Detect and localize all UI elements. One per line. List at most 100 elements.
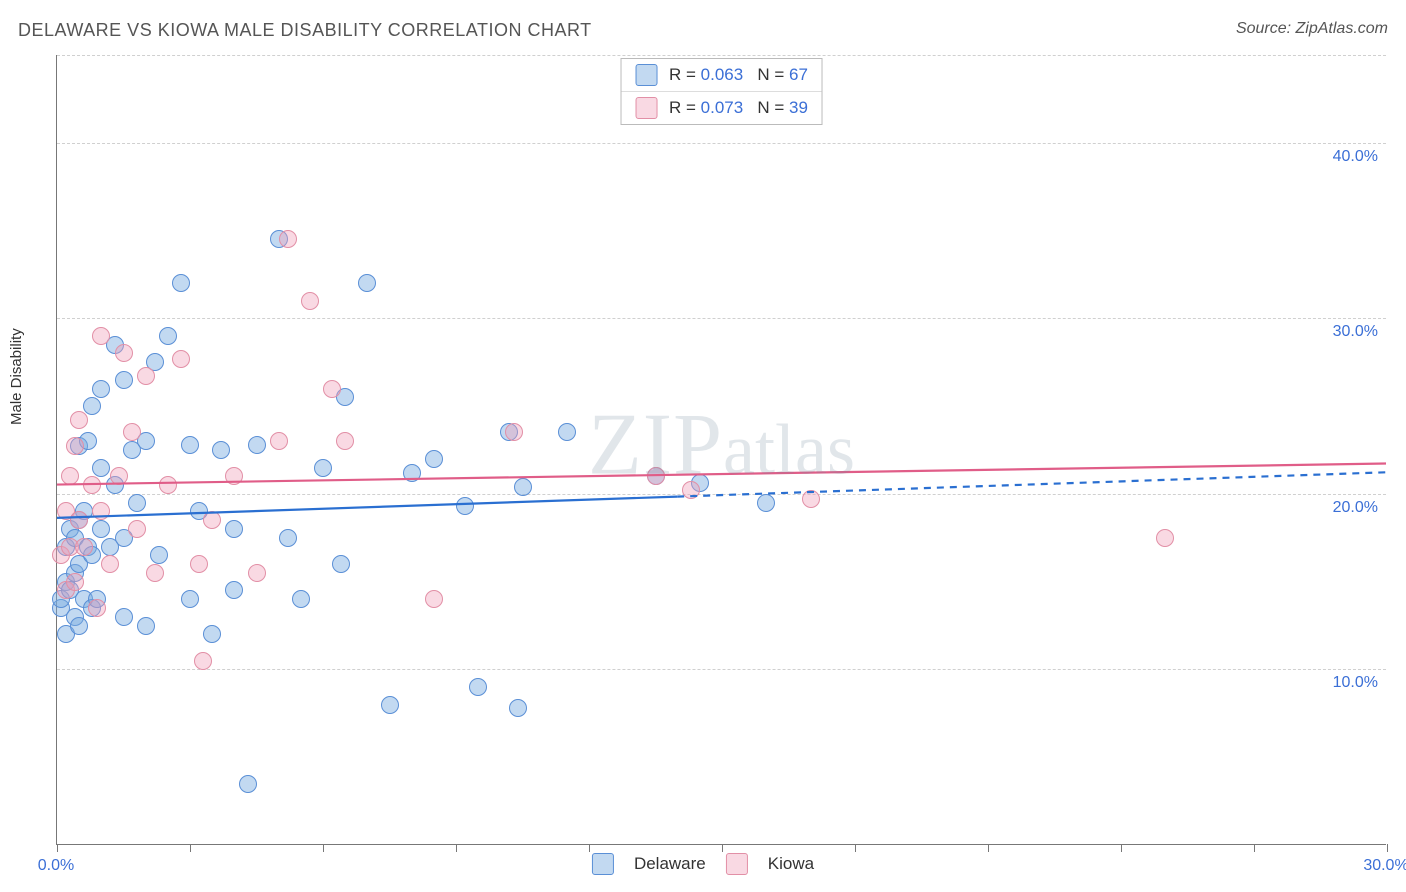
data-point — [279, 529, 297, 547]
x-tick — [589, 844, 590, 852]
data-point — [456, 497, 474, 515]
data-point — [1156, 529, 1174, 547]
data-point — [88, 599, 106, 617]
data-point — [66, 437, 84, 455]
x-tick — [988, 844, 989, 852]
data-point — [203, 625, 221, 643]
data-point — [425, 450, 443, 468]
stats-text: R = 0.073 N = 39 — [669, 98, 808, 118]
data-point — [172, 274, 190, 292]
x-tick — [456, 844, 457, 852]
data-point — [332, 555, 350, 573]
data-point — [83, 397, 101, 415]
gridline-h — [57, 143, 1386, 144]
data-point — [358, 274, 376, 292]
data-point — [137, 367, 155, 385]
data-point — [101, 555, 119, 573]
data-point — [61, 467, 79, 485]
data-point — [92, 327, 110, 345]
data-point — [115, 608, 133, 626]
data-point — [92, 520, 110, 538]
data-point — [190, 555, 208, 573]
legend-item: Kiowa — [726, 853, 814, 875]
data-point — [70, 617, 88, 635]
data-point — [558, 423, 576, 441]
chart-header: DELAWARE VS KIOWA MALE DISABILITY CORREL… — [18, 20, 1388, 50]
data-point — [323, 380, 341, 398]
data-point — [181, 436, 199, 454]
data-point — [150, 546, 168, 564]
data-point — [203, 511, 221, 529]
x-tick — [1387, 844, 1388, 852]
y-axis-title: Male Disability — [8, 328, 25, 425]
data-point — [83, 476, 101, 494]
legend-label: Kiowa — [768, 854, 814, 874]
plot-area: ZIPatlas R = 0.063 N = 67 R = 0.073 N = 3… — [56, 55, 1386, 845]
data-point — [110, 467, 128, 485]
data-point — [137, 617, 155, 635]
data-point — [115, 344, 133, 362]
data-point — [239, 775, 257, 793]
x-tick — [1254, 844, 1255, 852]
data-point — [92, 459, 110, 477]
data-point — [181, 590, 199, 608]
data-point — [469, 678, 487, 696]
stats-legend: R = 0.063 N = 67 R = 0.073 N = 39 — [620, 58, 823, 125]
legend-swatch — [635, 64, 657, 86]
y-tick-label: 20.0% — [1333, 499, 1378, 517]
legend-swatch — [635, 97, 657, 119]
x-tick-label: 30.0% — [1363, 857, 1406, 875]
data-point — [802, 490, 820, 508]
data-point — [194, 652, 212, 670]
data-point — [115, 371, 133, 389]
data-point — [146, 564, 164, 582]
gridline-h — [57, 494, 1386, 495]
data-point — [92, 380, 110, 398]
chart-area: Male Disability ZIPatlas R = 0.063 N = 6… — [18, 55, 1388, 875]
gridline-h — [57, 318, 1386, 319]
data-point — [647, 467, 665, 485]
gridline-h — [57, 55, 1386, 56]
y-tick-label: 40.0% — [1333, 148, 1378, 166]
gridline-h — [57, 669, 1386, 670]
data-point — [172, 350, 190, 368]
data-point — [66, 573, 84, 591]
series-legend: Delaware Kiowa — [592, 849, 814, 879]
data-point — [70, 511, 88, 529]
legend-item: Delaware — [592, 853, 706, 875]
data-point — [403, 464, 421, 482]
data-point — [292, 590, 310, 608]
source-label: Source: ZipAtlas.com — [1236, 20, 1388, 38]
data-point — [70, 411, 88, 429]
legend-swatch — [592, 853, 614, 875]
data-point — [225, 520, 243, 538]
legend-label: Delaware — [634, 854, 706, 874]
data-point — [314, 459, 332, 477]
data-point — [75, 538, 93, 556]
data-point — [279, 230, 297, 248]
x-tick-label: 0.0% — [38, 857, 74, 875]
legend-swatch — [726, 853, 748, 875]
data-point — [425, 590, 443, 608]
watermark: ZIPatlas — [588, 394, 855, 495]
x-tick — [1121, 844, 1122, 852]
data-point — [225, 581, 243, 599]
data-point — [336, 432, 354, 450]
data-point — [159, 327, 177, 345]
stats-text: R = 0.063 N = 67 — [669, 65, 808, 85]
data-point — [128, 520, 146, 538]
data-point — [270, 432, 288, 450]
x-tick — [57, 844, 58, 852]
stats-row: R = 0.073 N = 39 — [621, 91, 822, 124]
y-tick-label: 30.0% — [1333, 323, 1378, 341]
data-point — [509, 699, 527, 717]
y-tick-label: 10.0% — [1333, 674, 1378, 692]
data-point — [682, 481, 700, 499]
data-point — [248, 436, 266, 454]
data-point — [248, 564, 266, 582]
data-point — [128, 494, 146, 512]
x-tick — [855, 844, 856, 852]
watermark-small: atlas — [723, 409, 855, 489]
x-tick — [323, 844, 324, 852]
data-point — [505, 423, 523, 441]
